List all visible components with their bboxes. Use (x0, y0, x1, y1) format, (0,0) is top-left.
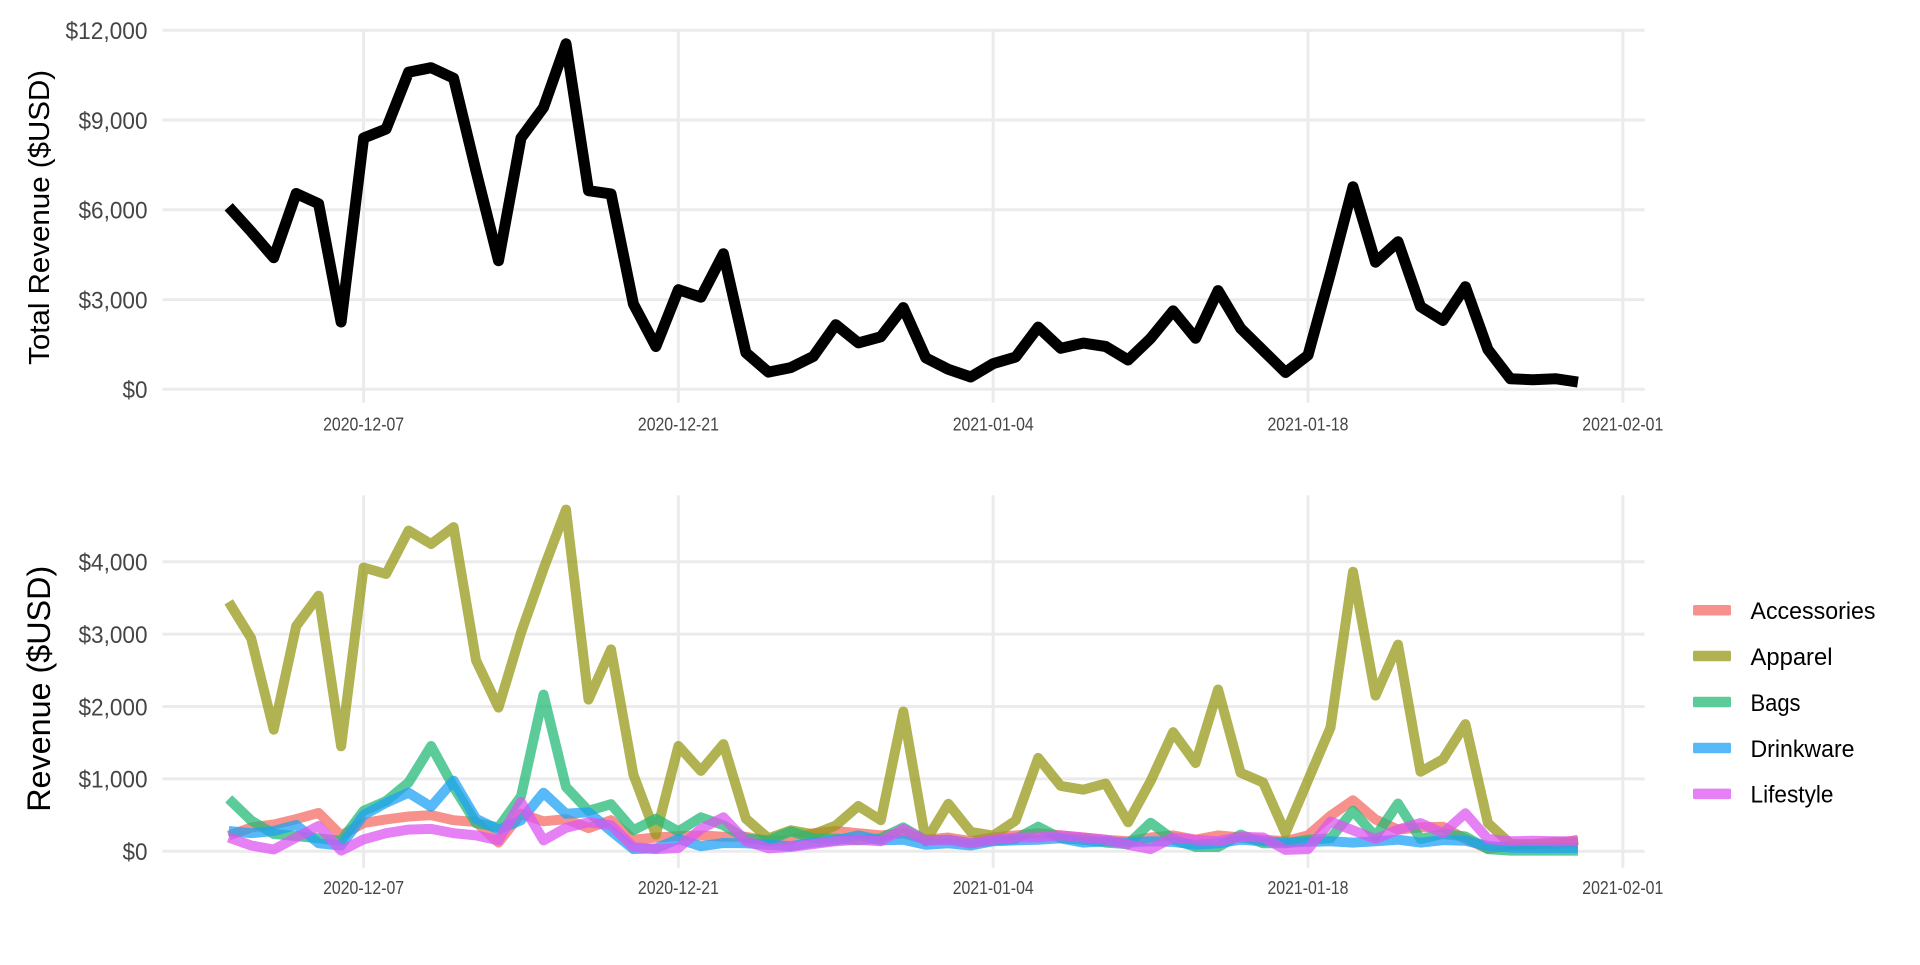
svg-text:Accessories: Accessories (1751, 598, 1876, 625)
svg-text:2020-12-21: 2020-12-21 (638, 413, 719, 434)
svg-text:Total Revenue ($USD): Total Revenue ($USD) (24, 70, 56, 365)
svg-text:Apparel: Apparel (1751, 644, 1833, 671)
svg-text:$3,000: $3,000 (79, 287, 148, 314)
svg-text:$3,000: $3,000 (79, 622, 148, 649)
svg-text:2021-01-18: 2021-01-18 (1268, 413, 1349, 434)
svg-text:$0: $0 (123, 377, 148, 404)
svg-text:Bags: Bags (1751, 690, 1801, 717)
svg-text:$4,000: $4,000 (79, 550, 148, 577)
svg-text:$1,000: $1,000 (79, 767, 148, 794)
svg-text:Lifestyle: Lifestyle (1751, 782, 1834, 809)
svg-text:$6,000: $6,000 (79, 198, 148, 225)
svg-text:2020-12-07: 2020-12-07 (323, 413, 404, 434)
svg-text:2020-12-07: 2020-12-07 (323, 877, 404, 898)
svg-text:2021-01-04: 2021-01-04 (953, 413, 1034, 434)
svg-text:$2,000: $2,000 (79, 694, 148, 721)
svg-text:2021-01-18: 2021-01-18 (1268, 877, 1349, 898)
svg-text:2020-12-21: 2020-12-21 (638, 877, 719, 898)
svg-text:2021-01-04: 2021-01-04 (953, 877, 1034, 898)
svg-text:Revenue ($USD): Revenue ($USD) (21, 566, 57, 812)
svg-text:$12,000: $12,000 (66, 18, 148, 45)
svg-text:Drinkware: Drinkware (1751, 736, 1855, 763)
svg-text:$9,000: $9,000 (79, 108, 148, 135)
svg-text:$0: $0 (123, 839, 148, 866)
svg-text:2021-02-01: 2021-02-01 (1582, 413, 1663, 434)
svg-text:2021-02-01: 2021-02-01 (1582, 877, 1663, 898)
